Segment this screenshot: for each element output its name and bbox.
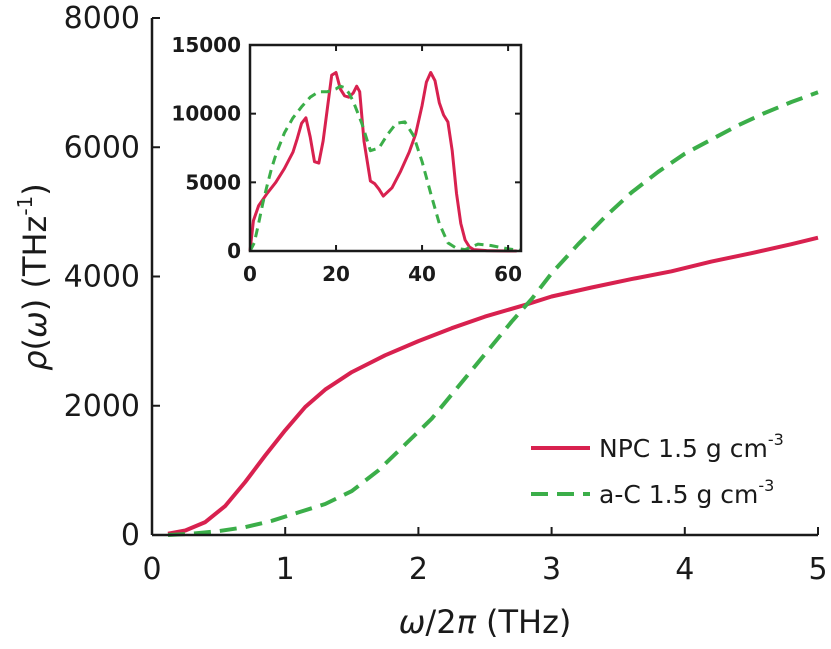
- y-axis-title-end: ): [16, 183, 54, 195]
- x-axis-title-omega: ω: [399, 603, 426, 641]
- legend-label-1: a-C 1.5 g cm-3: [599, 476, 774, 509]
- x-axis-title-div: /2: [425, 603, 456, 641]
- x-axis-title: ω/2π (THz): [399, 603, 572, 641]
- main-y-tick-label: 0: [121, 518, 140, 553]
- main-y-tick-label: 8000: [64, 1, 140, 36]
- legend: NPC 1.5 g cm-3a-C 1.5 g cm-3: [531, 430, 784, 509]
- inset-series-line-0: [248, 71, 517, 253]
- main-series-line-0: [167, 235, 819, 536]
- legend-label-sup: -3: [758, 476, 774, 495]
- inset-background: [250, 45, 521, 251]
- y-axis-title: ρ(ω) (THz-1): [13, 183, 54, 371]
- inset-x-tick-label: 40: [408, 262, 436, 286]
- main-y-tick-label: 4000: [64, 260, 140, 295]
- x-axis-title-pi: π: [457, 603, 477, 641]
- legend-label-0: NPC 1.5 g cm-3: [599, 430, 784, 463]
- main-x-tick-label: 4: [675, 552, 694, 587]
- legend-label-sup: -3: [768, 430, 784, 449]
- inset-plot: 0 20 40 60 0 5000 10000 15000: [171, 33, 523, 286]
- inset-y-tick-label: 15000: [171, 33, 241, 57]
- x-axis-title-unit: (THz): [476, 603, 572, 641]
- main-x-tick-label: 1: [276, 552, 295, 587]
- y-axis-title-unit: ) (THz: [16, 216, 54, 312]
- main-x-tick-label: 5: [808, 552, 827, 587]
- main-x-tick-label: 0: [142, 552, 161, 587]
- inset-x-tick-label: 60: [494, 262, 522, 286]
- main-series-line-1: [167, 90, 819, 537]
- main-x-tick-label: 2: [409, 552, 428, 587]
- inset-x-tick-label: 0: [243, 262, 257, 286]
- legend-label-text: a-C 1.5 g cm: [599, 480, 758, 509]
- main-x-tick-label: 3: [542, 552, 561, 587]
- y-axis-title-sup: -1: [13, 196, 37, 216]
- inset-frame: [248, 43, 523, 253]
- inset-x-tick-label: 20: [322, 262, 350, 286]
- y-axis-title-omega: ω: [16, 311, 54, 338]
- inset-y-tick-label: 0: [227, 239, 241, 263]
- inset-series-line-1: [248, 84, 522, 252]
- main-y-tick-label: 6000: [64, 130, 140, 165]
- legend-label-text: NPC 1.5 g cm: [599, 434, 768, 463]
- main-y-tick-label: 2000: [64, 389, 140, 424]
- inset-y-tick-label: 5000: [185, 170, 241, 194]
- inset-y-tick-label: 10000: [171, 102, 241, 126]
- y-axis-title-rho: ρ: [16, 350, 54, 370]
- axis-titles: ω/2π (THz)ρ(ω) (THz-1): [13, 183, 571, 641]
- y-axis-title-open: (: [16, 338, 54, 350]
